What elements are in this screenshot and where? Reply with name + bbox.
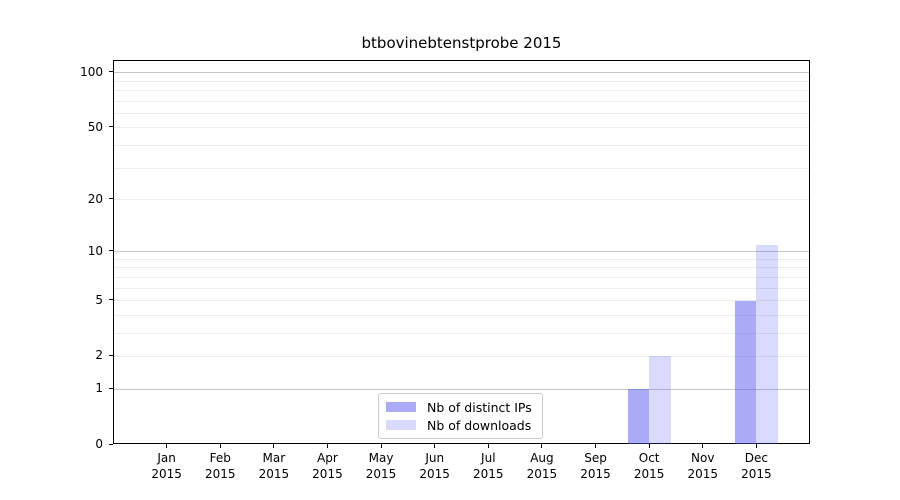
chart-title: btbovinebtenstprobe 2015 (361, 34, 562, 52)
bar-downloads (649, 356, 671, 444)
minor-gridline (114, 258, 809, 260)
minor-gridline (114, 300, 809, 302)
y-tick-label: 0 (95, 437, 103, 451)
x-tick-mark (434, 444, 436, 448)
x-tick-mark (380, 444, 382, 448)
x-tick-label: Nov 2015 (687, 451, 719, 481)
x-tick-mark (487, 444, 489, 448)
y-tick-label: 5 (95, 292, 103, 307)
legend-label-downloads: Nb of downloads (427, 417, 532, 433)
y-tick-mark (109, 387, 113, 389)
y-tick-label: 100 (80, 64, 103, 79)
y-tick-label: 10 (87, 243, 103, 258)
y-tick-mark (109, 250, 113, 252)
minor-gridline (114, 127, 809, 129)
x-tick-label: Oct 2015 (633, 451, 665, 481)
bar-downloads (756, 244, 778, 444)
x-tick-label: Feb 2015 (204, 451, 236, 481)
y-tick-mark (109, 299, 113, 301)
x-tick-label: Aug 2015 (526, 451, 558, 481)
x-tick-mark (219, 444, 221, 448)
major-gridline (114, 72, 809, 74)
minor-gridline (114, 267, 809, 269)
x-tick-mark (273, 444, 275, 448)
minor-gridline (114, 80, 809, 82)
y-tick-mark (109, 198, 113, 199)
bar-distinct-ips (627, 389, 650, 444)
x-tick-label: Apr 2015 (312, 451, 343, 481)
legend-swatch-distinct-ips-icon (386, 402, 416, 412)
y-tick-label: 2 (95, 348, 103, 363)
minor-gridline (114, 287, 809, 289)
legend-swatch-downloads-icon (386, 420, 416, 430)
x-tick-label: Sep 2015 (580, 451, 611, 481)
minor-gridline (114, 276, 809, 278)
y-tick-label: 1 (95, 381, 103, 396)
x-tick-mark (702, 444, 704, 448)
x-tick-mark (595, 444, 597, 448)
minor-gridline (114, 167, 809, 169)
x-tick-label: May 2015 (365, 451, 397, 481)
y-tick-label: 20 (87, 191, 103, 206)
bar-distinct-ips (734, 300, 757, 444)
x-tick-mark (648, 444, 650, 448)
x-tick-mark (326, 444, 328, 448)
minor-gridline (114, 145, 809, 147)
legend-item-downloads: Nb of downloads (386, 418, 535, 433)
x-tick-label: Dec 2015 (741, 451, 772, 481)
y-tick-mark (109, 71, 113, 73)
x-tick-label: Mar 2015 (258, 451, 290, 481)
minor-gridline (114, 90, 809, 92)
minor-gridline (114, 199, 809, 200)
x-tick-mark (755, 444, 757, 448)
x-tick-label: Jul 2015 (473, 451, 504, 481)
x-tick-label: Jun 2015 (419, 451, 450, 481)
x-tick-label: Jan 2015 (151, 451, 182, 481)
minor-gridline (114, 100, 809, 102)
legend: Nb of distinct IPs Nb of downloads (378, 393, 543, 439)
y-tick-mark (109, 354, 113, 356)
minor-gridline (114, 314, 809, 316)
y-tick-mark (109, 443, 113, 445)
legend-item-distinct-ips: Nb of distinct IPs (386, 400, 535, 415)
minor-gridline (114, 113, 809, 115)
x-tick-mark (166, 444, 168, 448)
x-tick-mark (541, 444, 543, 448)
major-gridline (114, 251, 809, 253)
y-tick-label: 50 (87, 119, 103, 134)
plot-area (113, 60, 810, 444)
y-tick-mark (109, 126, 113, 128)
legend-label-distinct-ips: Nb of distinct IPs (427, 399, 532, 415)
major-gridline (114, 388, 809, 390)
minor-gridline (114, 355, 809, 357)
minor-gridline (114, 332, 809, 334)
